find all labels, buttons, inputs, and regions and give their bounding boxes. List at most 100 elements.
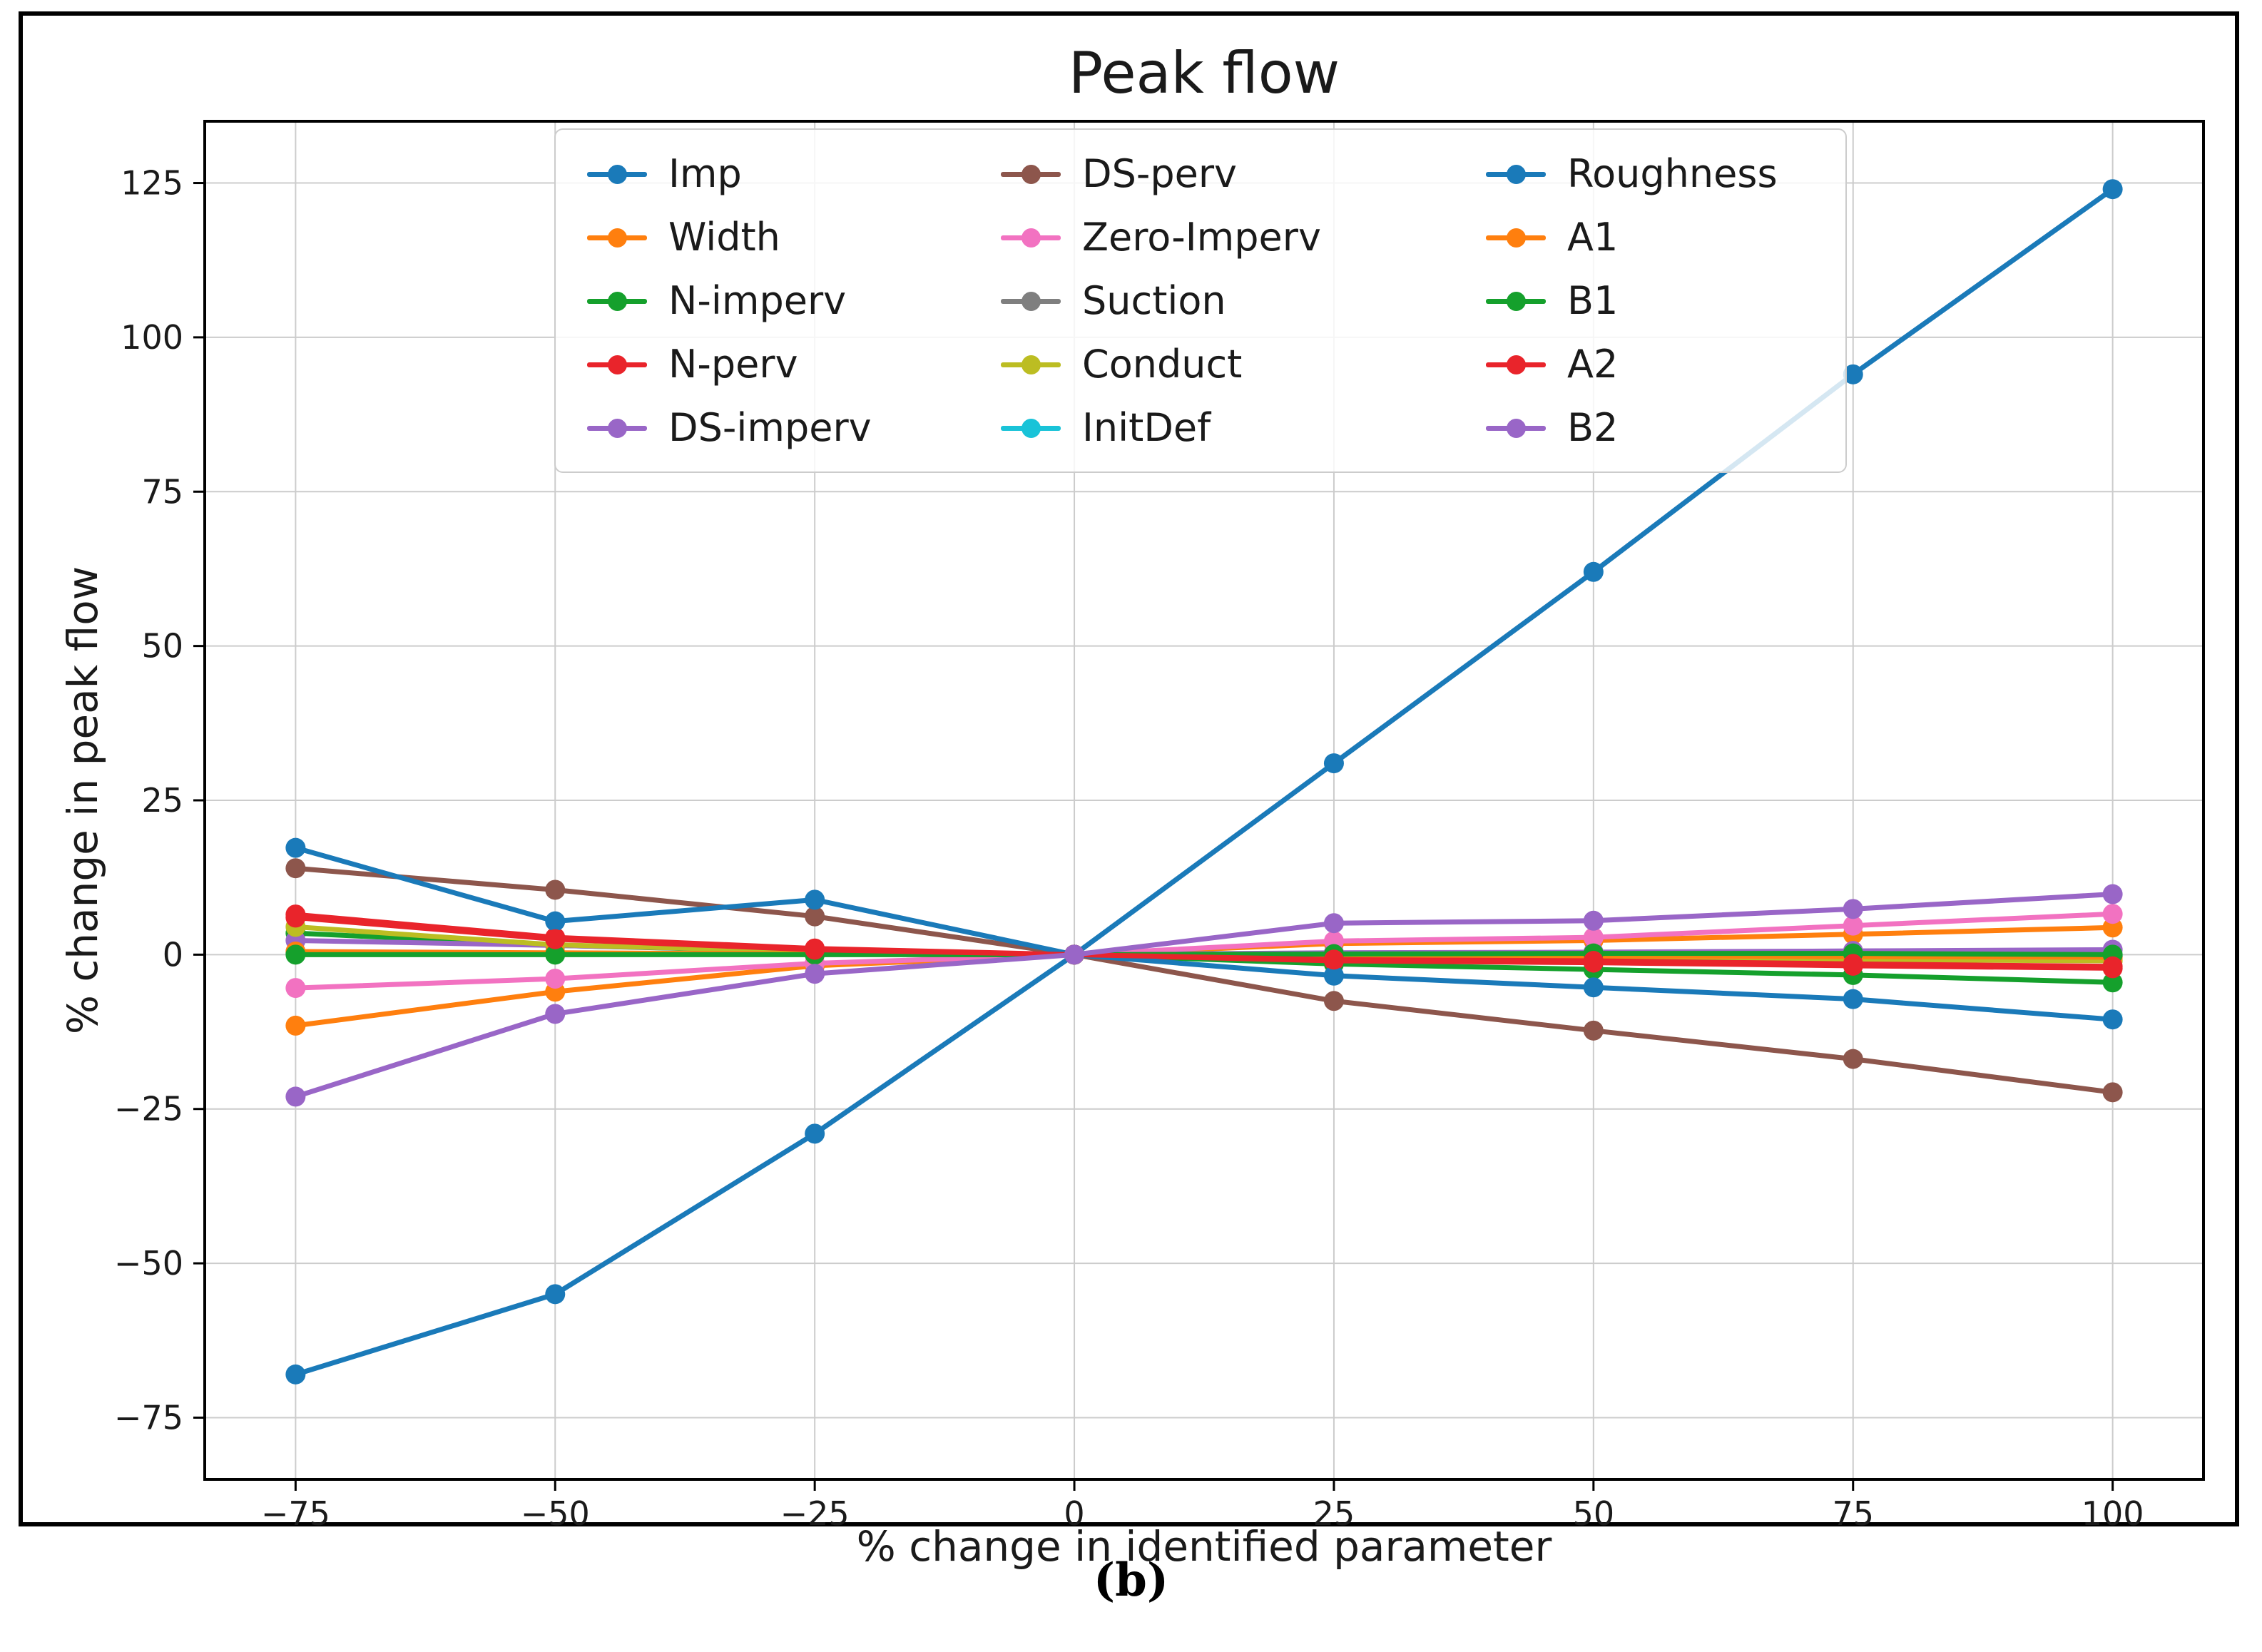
data-point-Imp (285, 1364, 306, 1385)
data-point-A2 (2102, 956, 2123, 977)
legend-item-B2: B2 (1486, 405, 1814, 450)
x-tick-label: 0 (1064, 1494, 1084, 1533)
x-tick-label: −75 (261, 1494, 330, 1533)
series-line-DS-perv (295, 865, 2114, 1095)
y-tick-label: 25 (141, 781, 183, 820)
legend-label: InitDef (1082, 405, 1211, 450)
data-point-DS-perv (805, 906, 825, 927)
legend-marker-icon (1001, 164, 1061, 184)
data-point-Roughness (1843, 989, 1863, 1009)
legend-marker-icon (1486, 164, 1546, 184)
legend-marker-icon (1001, 291, 1061, 311)
data-point-A2 (545, 929, 566, 949)
legend-marker-icon (1001, 228, 1061, 248)
legend-item-DS-imperv: DS-imperv (587, 405, 987, 450)
data-point-N-imperv (2102, 972, 2123, 993)
legend-marker-icon (1486, 291, 1546, 311)
legend-item-B1: B1 (1486, 278, 1814, 323)
legend-item-A1: A1 (1486, 215, 1814, 260)
data-point-Width (285, 1015, 306, 1036)
series-line-B2 (295, 892, 2113, 1099)
series-line-Roughness (295, 845, 2113, 1022)
legend-marker-icon (587, 355, 647, 374)
legend-label: A2 (1567, 342, 1619, 387)
legend-item-N-imperv: N-imperv (587, 278, 987, 323)
data-point-B1 (285, 944, 306, 965)
data-point-Roughness (1323, 965, 1344, 986)
data-point-Imp (1583, 561, 1604, 582)
data-point-Roughness (805, 889, 825, 910)
data-point-B2 (1843, 899, 1863, 919)
legend-marker-icon (1486, 228, 1546, 248)
subfigure-caption: (b) (1093, 1554, 1169, 1607)
data-point-B2 (1064, 944, 1085, 965)
data-point-DS-perv (1583, 1020, 1604, 1041)
legend-label: B1 (1567, 278, 1619, 323)
legend-label: DS-perv (1082, 151, 1238, 196)
x-tick-label: −50 (521, 1494, 590, 1533)
legend-marker-icon (587, 164, 647, 184)
data-point-A2 (805, 939, 825, 960)
axes-spines (203, 120, 2205, 1481)
y-tick-label: −25 (114, 1090, 183, 1128)
legend-label: A1 (1567, 215, 1619, 260)
legend-label: B2 (1567, 405, 1619, 450)
legend-label: Conduct (1082, 342, 1243, 387)
legend-item-Zero-Imperv: Zero-Imperv (1001, 215, 1472, 260)
data-point-B2 (805, 964, 825, 984)
legend-marker-icon (1001, 355, 1061, 374)
legend-label: Suction (1082, 278, 1226, 323)
x-tick-label: 100 (2082, 1494, 2144, 1533)
data-point-Zero-Imperv (285, 978, 306, 999)
data-point-DS-perv (1323, 991, 1344, 1011)
data-point-B1 (545, 944, 566, 965)
data-point-Zero-Imperv (545, 969, 566, 989)
series-line-B1 (295, 951, 2113, 957)
y-tick-label: 100 (121, 318, 183, 357)
data-point-Roughness (545, 911, 566, 932)
legend-marker-icon (587, 291, 647, 311)
legend-label: Zero-Imperv (1082, 215, 1321, 260)
data-point-A2 (285, 907, 306, 928)
y-tick-label: 125 (121, 164, 183, 203)
legend-label: Roughness (1567, 151, 1778, 196)
legend-marker-icon (1486, 355, 1546, 374)
x-tick-label: 75 (1832, 1494, 1874, 1533)
data-point-B2 (1583, 910, 1604, 931)
data-point-DS-perv (545, 879, 566, 900)
y-tick-label: −75 (114, 1398, 183, 1437)
data-point-Imp (805, 1123, 825, 1144)
legend-item-InitDef: InitDef (1001, 405, 1472, 450)
legend-item-Imp: Imp (587, 151, 987, 196)
data-point-B2 (2102, 884, 2123, 904)
data-point-Zero-Imperv (1583, 927, 1604, 948)
y-tick-label: 50 (141, 627, 183, 666)
legend-item-N-perv: N-perv (587, 342, 987, 387)
legend-label: DS-imperv (668, 405, 872, 450)
legend-item-Conduct: Conduct (1001, 342, 1472, 387)
legend-item-Suction: Suction (1001, 278, 1472, 323)
legend-marker-icon (587, 418, 647, 438)
legend-label: Imp (668, 151, 742, 196)
data-point-B2 (285, 1086, 306, 1107)
legend-item-A2: A2 (1486, 342, 1814, 387)
legend-label: Width (668, 215, 780, 260)
data-point-DS-perv (2102, 1082, 2123, 1103)
y-tick-label: 75 (141, 472, 183, 511)
chart-title: Peak flow (1068, 40, 1340, 106)
data-point-Zero-Imperv (1843, 915, 1863, 936)
legend-item-DS-perv: DS-perv (1001, 151, 1472, 196)
data-point-B2 (545, 1004, 566, 1024)
x-tick-label: 25 (1313, 1494, 1355, 1533)
y-tick-label: −50 (114, 1244, 183, 1283)
data-point-A2 (1843, 954, 1863, 974)
legend-box: Imp Width N-imperv N-perv DS-imperv DS-perv Ze… (554, 128, 1847, 473)
data-point-Imp (1843, 364, 1863, 384)
data-point-Zero-Imperv (2102, 904, 2123, 924)
legend-marker-icon (587, 228, 647, 248)
y-tick-label: 0 (163, 935, 183, 974)
plot-area: −75 −50 −25 0 25 50 75 100 −75 −50 −25 0 25 50 75 100 12… (114, 120, 2205, 1533)
series-line-Zero-Imperv (295, 911, 2113, 991)
x-axis-label: % change in identified parameter (856, 1522, 1552, 1571)
